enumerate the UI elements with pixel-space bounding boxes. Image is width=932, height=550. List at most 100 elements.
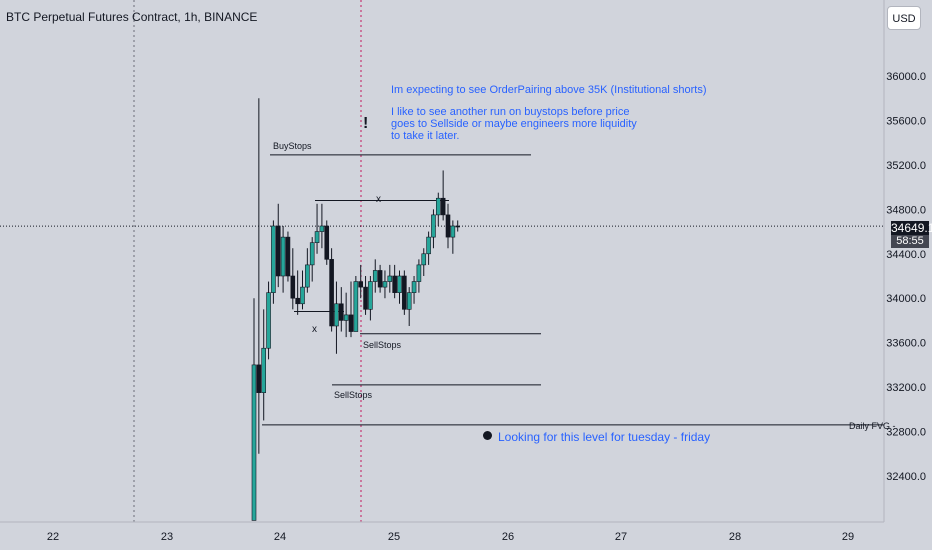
chart-title: BTC Perpetual Futures Contract, 1h, BINA… [6,10,258,24]
candle [387,264,393,293]
candle-body [358,281,364,288]
candle-body [290,275,296,299]
candle [290,248,296,310]
candle-body [271,225,276,293]
candle-body [450,225,456,238]
x-tick-label: 24 [274,531,286,543]
candle [435,192,441,226]
candle-body [455,225,461,228]
label-sellstops-2: SellStops [334,390,373,400]
candle [416,259,422,293]
note-looking-level: Looking for this level for tuesday - fri… [498,430,711,444]
candle [426,231,431,265]
candle-body [426,236,431,255]
candle-body [285,236,291,277]
candle [421,248,427,276]
candle-body [343,314,349,321]
candle-body [445,214,451,238]
candle-body [406,292,412,310]
y-tick-label: 33600.0 [886,338,926,350]
x-tick-label: 22 [47,531,59,543]
label-x-upper: x [376,194,381,205]
currency-button[interactable]: USD [887,6,921,30]
candle-body [387,275,393,282]
candle [300,270,305,310]
y-tick-label: 34800.0 [886,204,926,216]
label-buystops: BuyStops [273,141,312,151]
candle-body [397,275,402,293]
y-tick-label: 35200.0 [886,160,926,172]
candle-body [382,281,388,288]
candle [411,276,417,304]
x-tick-label: 28 [729,531,741,543]
label-sellstops-1: SellStops [363,340,402,350]
candle [329,248,334,332]
y-tick-label: 36000.0 [886,71,926,83]
countdown-tag: 58:55 [891,235,929,248]
candle [343,292,349,338]
label-daily-fvg: Daily FVG - [849,421,896,431]
candle [440,170,446,221]
candle [397,270,402,304]
y-tick-label: 32400.0 [886,471,926,483]
candle-body [411,281,417,293]
candle [275,203,281,288]
candle [348,281,354,338]
note-orderpairing: Im expecting to see OrderPairing above 3… [391,84,707,96]
candle [261,309,267,421]
candle [358,264,364,299]
candle-body [440,197,446,216]
candle-body [353,281,359,332]
candle [431,209,436,249]
candle-body [431,214,436,238]
exclamation-mark: ! [363,115,369,132]
candle [324,220,330,265]
candle-body [435,197,441,216]
candle-body [392,275,397,293]
candle-body [251,364,257,521]
note-buystops-line1: I like to see another run on buystops be… [391,106,630,118]
candle [271,220,276,304]
candle [445,203,451,249]
candle-body [334,303,339,327]
candle-body [372,270,378,282]
candle-body [261,347,267,393]
candle [363,276,368,315]
x-tick-label: 26 [502,531,514,543]
candle [368,276,373,321]
x-tick-label: 29 [842,531,854,543]
candle [285,231,291,282]
y-tick-label: 35600.0 [886,115,926,127]
note-buystops-line3: to take it later. [391,130,460,142]
y-tick-label: 32800.0 [886,427,926,439]
note-buystops-line2: goes to Sellside or maybe engineers more… [391,118,637,130]
x-tick-label: 23 [161,531,173,543]
candle-body [421,253,427,266]
target-icon [483,431,492,440]
candle-body [368,281,373,310]
candle [450,220,456,254]
candle [382,270,388,299]
candle [280,226,286,293]
label-x-lower: x [312,324,317,335]
candle [392,264,397,299]
candle [402,270,407,315]
candle-body [280,236,286,277]
candle [372,259,378,293]
y-tick-label: 33200.0 [886,382,926,394]
candle [256,98,262,454]
candle [314,203,320,254]
candle-body [266,292,271,349]
candle-body [363,286,368,310]
candle [295,270,300,315]
y-tick-label: 34000.0 [886,293,926,305]
y-tick-label: 34400.0 [886,249,926,261]
candle-body [256,364,262,393]
candle-body [416,264,422,282]
candle [455,220,461,232]
candle-body [300,286,305,305]
candle [309,237,315,282]
candle [334,281,339,354]
